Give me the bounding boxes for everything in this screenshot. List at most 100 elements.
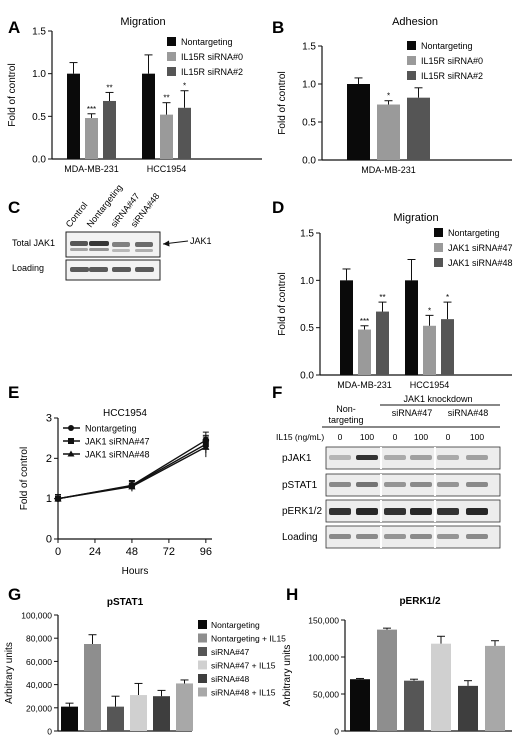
significance-marker: * bbox=[387, 92, 390, 101]
chart-h: pERK1/2 0 50,000 100,000 150,000 Arbitrary un… bbox=[282, 596, 512, 737]
legend-label: JAK1 siRNA#48 bbox=[448, 258, 513, 268]
significance-marker: * bbox=[446, 293, 449, 302]
chart-title: Adhesion bbox=[392, 16, 438, 28]
bar bbox=[153, 696, 170, 731]
bar bbox=[431, 643, 451, 731]
significance-marker: ** bbox=[106, 83, 112, 92]
significance-marker: * bbox=[428, 306, 431, 315]
bar bbox=[347, 84, 370, 160]
legend-swatch bbox=[198, 620, 207, 629]
blot-strip bbox=[325, 446, 501, 470]
panel-label-g: G bbox=[8, 585, 21, 604]
significance-marker: *** bbox=[87, 105, 96, 114]
chart-e-y-tick-label: 0 bbox=[46, 534, 52, 546]
blot-band bbox=[89, 267, 108, 272]
blot-band bbox=[410, 482, 432, 487]
il15-value: 100 bbox=[470, 432, 484, 442]
chart-b: Adhesion 0.0 0.5 1.0 1.5 Fold of control * MDA-… bbox=[277, 16, 512, 175]
chart-y-label: Fold of control bbox=[277, 71, 288, 134]
legend-swatch bbox=[407, 56, 416, 65]
chart-y-label: Arbitrary units bbox=[4, 642, 15, 704]
blot-band bbox=[466, 455, 488, 460]
bar bbox=[85, 118, 98, 159]
chart-y-tick-label: 40,000 bbox=[26, 680, 52, 690]
legend-swatch bbox=[198, 633, 207, 643]
chart-y-label: Fold of control bbox=[7, 63, 18, 126]
blot-band bbox=[89, 248, 109, 251]
chart-e-y-tick-label: 1 bbox=[46, 493, 52, 505]
header-label: JAK1 knockdown bbox=[403, 394, 472, 404]
row-label: pSTAT1 bbox=[282, 480, 318, 491]
row-label: pJAK1 bbox=[282, 453, 312, 464]
legend-swatch bbox=[198, 674, 207, 683]
chart-y-tick-label: 50,000 bbox=[313, 690, 339, 700]
legend-label: Nontargeting bbox=[448, 228, 500, 238]
blot-band bbox=[112, 242, 130, 247]
x-tick-label: 24 bbox=[89, 546, 101, 558]
blot-f: Non-targeting JAK1 knockdown siRNA#47 siRNA… bbox=[276, 394, 501, 549]
blot-band bbox=[329, 508, 351, 515]
bar bbox=[407, 97, 430, 160]
chart-y-tick-label: 1.0 bbox=[302, 80, 316, 91]
bar bbox=[178, 107, 191, 159]
chart-title: Migration bbox=[120, 16, 165, 28]
chart-e-y-label: Fold of control bbox=[19, 447, 30, 510]
significance-marker: ** bbox=[163, 94, 169, 103]
chart-y-tick-label: 1.5 bbox=[32, 27, 46, 38]
panel-label-f: F bbox=[272, 383, 282, 402]
chart-y-tick-label: 0 bbox=[47, 727, 52, 737]
blot-band bbox=[466, 482, 488, 487]
data-point bbox=[202, 443, 210, 450]
bar bbox=[377, 104, 400, 160]
il15-value: 100 bbox=[414, 432, 428, 442]
blot-band bbox=[329, 455, 351, 460]
bar bbox=[350, 679, 370, 731]
legend-marker bbox=[67, 450, 75, 457]
blot-band bbox=[384, 508, 406, 515]
x-tick-label: HCC1954 bbox=[410, 380, 450, 390]
blot-band bbox=[112, 249, 130, 252]
blot-band bbox=[437, 508, 459, 515]
panel-label-a: A bbox=[8, 18, 20, 37]
chart-y-tick-label: 100,000 bbox=[308, 653, 339, 663]
legend-label: IL15R siRNA#2 bbox=[181, 67, 243, 77]
row-label: Loading bbox=[12, 263, 44, 273]
blot-band bbox=[356, 455, 378, 460]
chart-g: pSTAT1 0 20,000 40,000 60,000 80,000 100,000 Ar… bbox=[4, 597, 286, 737]
blot-band bbox=[437, 534, 459, 539]
blot-band bbox=[410, 508, 432, 515]
chart-y-label: Fold of control bbox=[277, 272, 288, 335]
blot-band bbox=[356, 482, 378, 487]
bar bbox=[376, 311, 389, 375]
chart-y-tick-label: 100,000 bbox=[21, 611, 52, 621]
blot-band bbox=[329, 482, 351, 487]
bar bbox=[142, 73, 155, 159]
legend-label: IL15R siRNA#0 bbox=[421, 56, 483, 66]
x-tick-label: 96 bbox=[200, 546, 212, 558]
chart-y-tick-label: 0.0 bbox=[302, 156, 316, 167]
bar bbox=[441, 319, 454, 375]
legend-label: Nontargeting bbox=[211, 620, 260, 630]
x-tick-label: 48 bbox=[126, 546, 138, 558]
chart-y-tick-label: 20,000 bbox=[26, 703, 52, 713]
legend-swatch bbox=[434, 228, 443, 237]
il15-value: 0 bbox=[446, 432, 451, 442]
blot-band bbox=[437, 455, 459, 460]
x-tick-label: MDA-MB-231 bbox=[361, 165, 416, 175]
chart-title: HCC1954 bbox=[103, 408, 147, 419]
chart-title: Migration bbox=[393, 212, 438, 224]
legend-marker bbox=[68, 438, 74, 444]
bar bbox=[458, 685, 478, 731]
blot-band bbox=[112, 267, 131, 272]
bar bbox=[404, 680, 424, 731]
bar bbox=[61, 706, 78, 731]
bar bbox=[405, 280, 418, 375]
blot-band bbox=[384, 482, 406, 487]
blot-strip bbox=[325, 473, 501, 497]
chart-y-tick-label: 1.5 bbox=[300, 229, 314, 240]
blot-band bbox=[135, 242, 153, 247]
blot-band bbox=[135, 249, 153, 252]
legend-label: siRNA#48 bbox=[211, 674, 250, 684]
